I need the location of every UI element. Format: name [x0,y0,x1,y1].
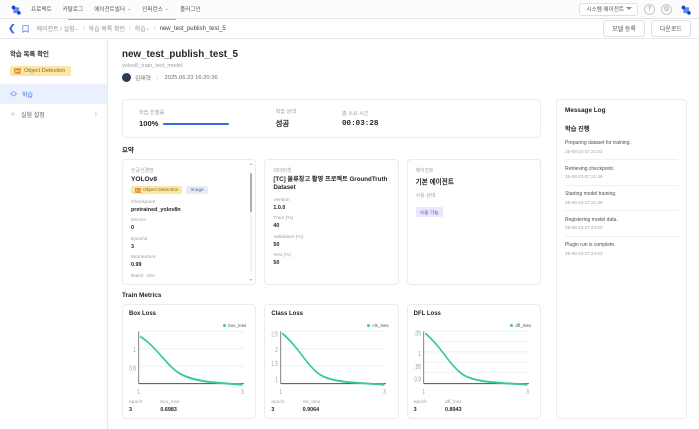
svg-text:2.5: 2.5 [272,331,279,339]
svg-text:3: 3 [383,388,386,396]
svg-text:2: 2 [276,346,279,354]
svg-text:0.8: 0.8 [129,364,136,372]
svg-text:3: 3 [241,388,244,396]
svg-text:1: 1 [422,388,425,396]
svg-text:1: 1 [280,388,283,396]
svg-text:0.95: 0.95 [414,363,421,371]
svg-text:1: 1 [276,376,279,384]
svg-text:1: 1 [418,350,421,358]
svg-text:1: 1 [133,346,136,354]
svg-text:0.9: 0.9 [414,376,421,384]
svg-text:1.5: 1.5 [272,360,279,368]
svg-text:1: 1 [137,388,140,396]
svg-text:1.05: 1.05 [414,330,421,338]
svg-text:3: 3 [526,388,529,396]
